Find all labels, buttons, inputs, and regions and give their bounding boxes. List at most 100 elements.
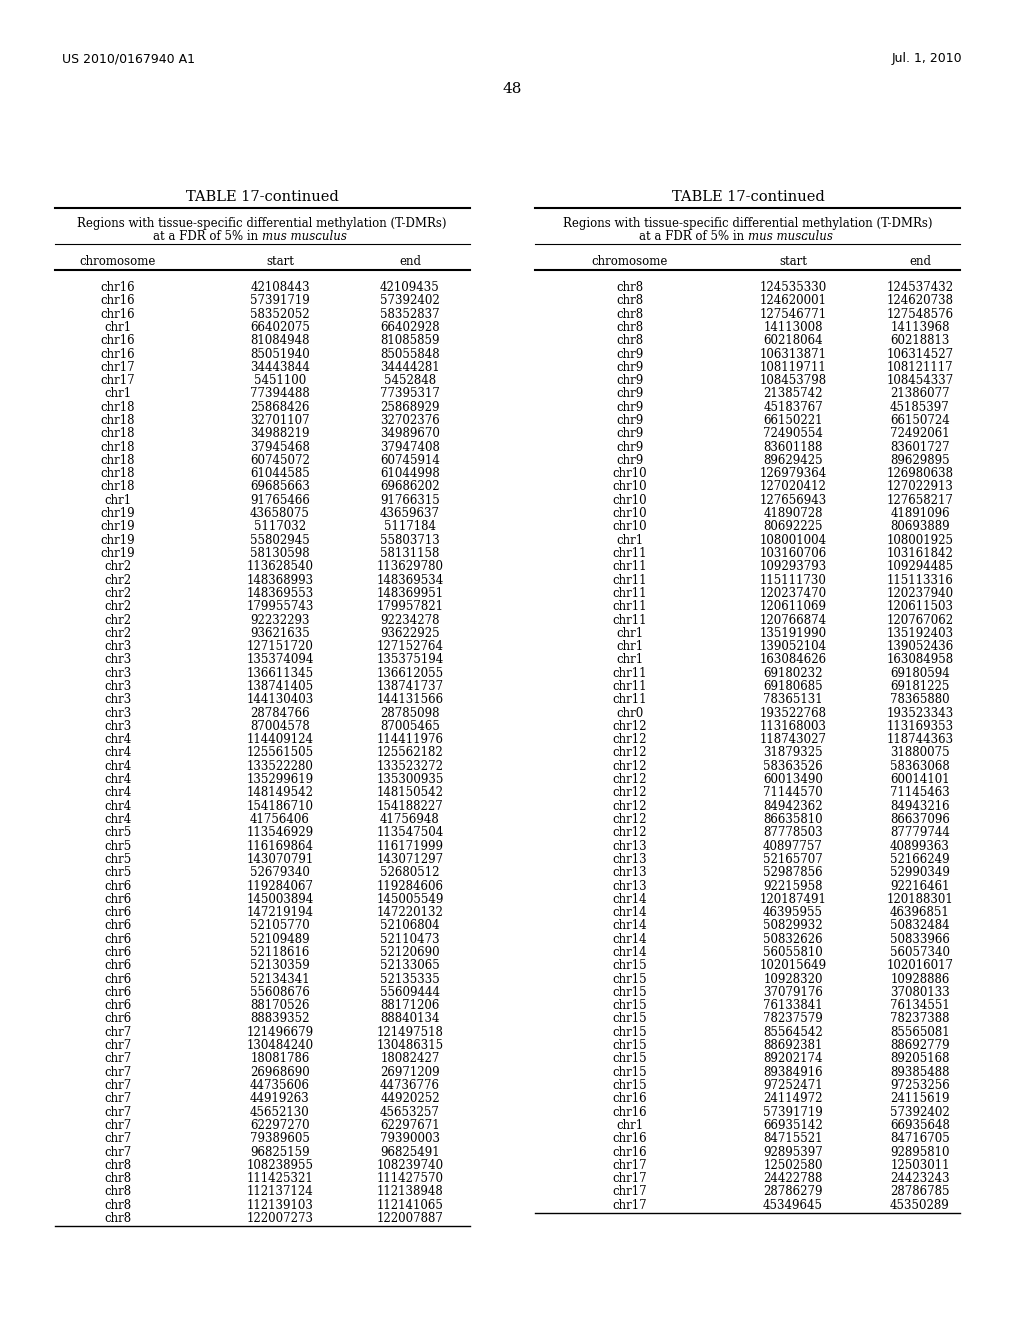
Text: 43659637: 43659637	[380, 507, 440, 520]
Text: 42109435: 42109435	[380, 281, 440, 294]
Text: 135191990: 135191990	[760, 627, 826, 640]
Text: 78365880: 78365880	[890, 693, 950, 706]
Text: 78237579: 78237579	[763, 1012, 823, 1026]
Text: chr16: chr16	[100, 281, 135, 294]
Text: 26971209: 26971209	[380, 1065, 440, 1078]
Text: chr12: chr12	[612, 774, 647, 787]
Text: 79390003: 79390003	[380, 1133, 440, 1146]
Text: 66402928: 66402928	[380, 321, 440, 334]
Text: chr7: chr7	[104, 1119, 132, 1133]
Text: 113546929: 113546929	[247, 826, 313, 840]
Text: 50832484: 50832484	[890, 920, 950, 932]
Text: chr4: chr4	[104, 774, 132, 787]
Text: chr8: chr8	[616, 294, 643, 308]
Text: 92895397: 92895397	[763, 1146, 823, 1159]
Text: 113547504: 113547504	[377, 826, 443, 840]
Text: 28786279: 28786279	[763, 1185, 822, 1199]
Text: 60745914: 60745914	[380, 454, 440, 467]
Text: 133522280: 133522280	[247, 760, 313, 772]
Text: chr14: chr14	[612, 906, 647, 919]
Text: chr12: chr12	[612, 826, 647, 840]
Text: 112138948: 112138948	[377, 1185, 443, 1199]
Text: chr6: chr6	[104, 879, 132, 892]
Text: 144130403: 144130403	[247, 693, 313, 706]
Text: chr6: chr6	[104, 999, 132, 1012]
Text: 124537432: 124537432	[887, 281, 953, 294]
Text: 52118616: 52118616	[250, 946, 309, 960]
Text: chr1: chr1	[616, 653, 643, 667]
Text: chr8: chr8	[616, 308, 643, 321]
Text: 50832626: 50832626	[763, 933, 823, 945]
Text: chr13: chr13	[612, 879, 647, 892]
Text: 119284606: 119284606	[377, 879, 443, 892]
Text: 62297671: 62297671	[380, 1119, 440, 1133]
Text: 148368993: 148368993	[247, 574, 313, 586]
Text: chr12: chr12	[612, 733, 647, 746]
Text: 97253256: 97253256	[890, 1078, 950, 1092]
Text: 122007887: 122007887	[377, 1212, 443, 1225]
Text: 69685663: 69685663	[250, 480, 310, 494]
Text: 193523343: 193523343	[887, 706, 953, 719]
Text: 120611503: 120611503	[887, 601, 953, 614]
Text: 52165707: 52165707	[763, 853, 823, 866]
Text: 89629425: 89629425	[763, 454, 823, 467]
Text: chr3: chr3	[104, 706, 132, 719]
Text: chr17: chr17	[612, 1199, 647, 1212]
Text: chr6: chr6	[104, 906, 132, 919]
Text: 145005549: 145005549	[376, 892, 443, 906]
Text: 24422788: 24422788	[763, 1172, 822, 1185]
Text: 45652130: 45652130	[250, 1106, 310, 1118]
Text: chromosome: chromosome	[592, 255, 669, 268]
Text: 52106804: 52106804	[380, 920, 440, 932]
Text: 28784766: 28784766	[250, 706, 310, 719]
Text: 179955743: 179955743	[247, 601, 313, 614]
Text: chr8: chr8	[616, 281, 643, 294]
Text: 124620001: 124620001	[760, 294, 826, 308]
Text: 52109489: 52109489	[250, 933, 310, 945]
Text: 69180594: 69180594	[890, 667, 950, 680]
Text: chr5: chr5	[104, 826, 132, 840]
Text: chr6: chr6	[104, 986, 132, 999]
Text: chr9: chr9	[616, 360, 644, 374]
Text: 83601188: 83601188	[763, 441, 822, 454]
Text: 66150221: 66150221	[763, 414, 822, 426]
Text: 37079176: 37079176	[763, 986, 823, 999]
Text: 44920252: 44920252	[380, 1093, 440, 1105]
Text: chr10: chr10	[612, 507, 647, 520]
Text: chr12: chr12	[612, 787, 647, 800]
Text: chr12: chr12	[612, 760, 647, 772]
Text: 102015649: 102015649	[760, 960, 826, 973]
Text: chr4: chr4	[104, 760, 132, 772]
Text: 66402075: 66402075	[250, 321, 310, 334]
Text: 124535330: 124535330	[760, 281, 826, 294]
Text: chr7: chr7	[104, 1078, 132, 1092]
Text: 52987856: 52987856	[763, 866, 823, 879]
Text: 147220132: 147220132	[377, 906, 443, 919]
Text: chr11: chr11	[612, 680, 647, 693]
Text: 45350289: 45350289	[890, 1199, 950, 1212]
Text: 148369951: 148369951	[377, 587, 443, 599]
Text: 120611069: 120611069	[760, 601, 826, 614]
Text: chr4: chr4	[104, 787, 132, 800]
Text: 50829932: 50829932	[763, 920, 823, 932]
Text: 144131566: 144131566	[377, 693, 443, 706]
Text: 76133841: 76133841	[763, 999, 823, 1012]
Text: 96825491: 96825491	[380, 1146, 440, 1159]
Text: 163084958: 163084958	[887, 653, 953, 667]
Text: chr17: chr17	[100, 360, 135, 374]
Text: chr15: chr15	[612, 999, 647, 1012]
Text: 102016017: 102016017	[887, 960, 953, 973]
Text: 85051940: 85051940	[250, 347, 310, 360]
Text: chr12: chr12	[612, 813, 647, 826]
Text: chr14: chr14	[612, 933, 647, 945]
Text: 154188227: 154188227	[377, 800, 443, 813]
Text: 5451100: 5451100	[254, 374, 306, 387]
Text: chr15: chr15	[612, 960, 647, 973]
Text: 52166249: 52166249	[890, 853, 950, 866]
Text: 40897757: 40897757	[763, 840, 823, 853]
Text: 32701107: 32701107	[250, 414, 310, 426]
Text: 106313871: 106313871	[760, 347, 826, 360]
Text: 127020412: 127020412	[760, 480, 826, 494]
Text: chr4: chr4	[104, 733, 132, 746]
Text: 138741405: 138741405	[247, 680, 313, 693]
